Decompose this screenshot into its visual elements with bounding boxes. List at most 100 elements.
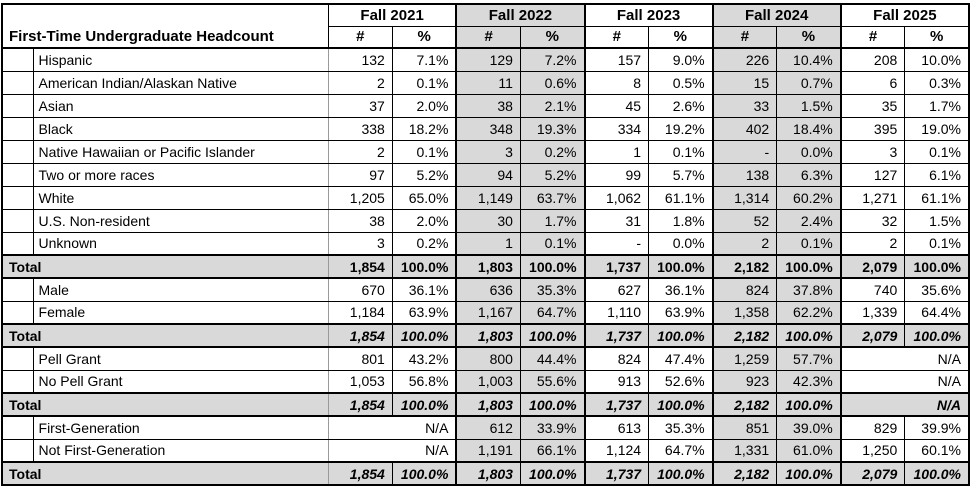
table-cell: 100.0% [648,392,714,417]
table-cell: 11 [455,70,521,95]
table-cell: 55.6% [519,369,586,394]
table-row: Total 1,854 100.0% 1,803 100.0% 1,737 100.0% 2,… [1,461,970,486]
indent-cell [1,369,34,394]
indent-cell [1,162,34,187]
table-cell: 2.4% [776,208,842,233]
table-cell: 35 [839,93,906,118]
table-cell: 100.0% [391,254,457,279]
table-cell: 6.3% [776,162,842,187]
table-cell: 64.7% [519,300,586,325]
row-label: Pell Grant [32,346,329,371]
row-label-total: Total [1,323,329,348]
indent-cell [1,116,34,141]
table-cell: 63.9% [391,300,457,325]
table-row: American Indian/Alaskan Native 2 0.1% 11 0.6… [1,70,970,95]
table-cell: 37 [327,93,393,118]
table-cell: 2.1% [519,93,586,118]
table-cell: 100.0% [391,392,457,417]
table-cell: 2,079 [839,461,906,486]
table-cell: 1,854 [327,392,393,417]
table-cell: 57.7% [776,346,842,371]
table-cell: 1,271 [839,185,906,210]
table-cell: 100.0% [904,254,970,279]
table-cell: N/A [839,392,970,417]
table-cell: 94 [455,162,521,187]
table-cell: 2 [839,231,906,256]
table-cell: 10.0% [904,47,970,72]
table-cell: 42.3% [776,369,842,394]
subheader-count-fall-2023: # [583,25,650,49]
table-cell: 9.0% [648,47,714,72]
table-cell: 1,184 [327,300,393,325]
subheader-percent-fall-2024: % [776,25,842,49]
table-cell: 0.1% [904,139,970,164]
table-cell: - [711,139,778,164]
table-cell: 18.2% [391,116,457,141]
table-cell: 740 [839,277,906,302]
row-label: Hispanic [32,47,329,72]
table-row: Asian 37 2.0% 38 2.1% 45 2.6% 33 1.5% 35 1.7% [1,93,970,118]
table-cell: 395 [839,116,906,141]
table-cell: 0.1% [648,139,714,164]
table-cell: 19.2% [648,116,714,141]
subheader-percent-fall-2022: % [519,25,586,49]
subheader-count-fall-2025: # [839,25,906,49]
table-cell: 36.1% [648,277,714,302]
indent-cell [1,300,34,325]
table-cell: 100.0% [391,461,457,486]
table-cell: 1,358 [711,300,778,325]
indent-cell [1,47,34,72]
row-label: First-Generation [32,415,329,440]
sub-header-row: # % # % # % # % # % [2,25,970,49]
table-cell: 60.1% [904,438,970,463]
row-label-total: Total [1,254,329,279]
table-cell: 52.6% [648,369,714,394]
table-cell: 31 [583,208,650,233]
table-cell: 35.6% [904,277,970,302]
table-cell: 30 [455,208,521,233]
indent-cell [1,346,34,371]
row-label: White [32,185,329,210]
col-header-fall-2023: Fall 2023 [583,3,714,27]
table-cell: 208 [839,47,906,72]
table-cell: 1.8% [648,208,714,233]
table-cell: 1,062 [583,185,650,210]
indent-cell [1,438,34,463]
table-cell: 1,110 [583,300,650,325]
table-cell: 0.1% [391,70,457,95]
table-cell: 1,167 [455,300,521,325]
table-cell: 824 [711,277,778,302]
table-cell: 0.1% [519,231,586,256]
table-cell: 0.3% [904,70,970,95]
table-cell: 65.0% [391,185,457,210]
table-cell: 402 [711,116,778,141]
table-cell: 913 [583,369,650,394]
table-cell: 1,259 [711,346,778,371]
table-cell: 1,854 [327,461,393,486]
table-cell: 100.0% [904,461,970,486]
indent-cell [1,185,34,210]
table-cell: 1,191 [455,438,521,463]
table-cell: 1,149 [455,185,521,210]
table-cell: 37.8% [776,277,842,302]
table-cell: 100.0% [391,323,457,348]
table-cell: 43.2% [391,346,457,371]
table-cell: 1,339 [839,300,906,325]
table-cell: 39.9% [904,415,970,440]
table-cell: N/A [839,346,970,371]
table-cell: 2 [327,70,393,95]
table-cell: 100.0% [519,254,586,279]
table-cell: 1.5% [776,93,842,118]
table-cell: 2.0% [391,208,457,233]
table-cell: 3 [839,139,906,164]
table-cell: 1,803 [455,392,521,417]
table-cell: 32 [839,208,906,233]
table-cell: 348 [455,116,521,141]
table-cell: 2,182 [711,392,778,417]
table-cell: 1 [455,231,521,256]
table-cell: 2,079 [839,254,906,279]
table-cell: 19.0% [904,116,970,141]
col-header-fall-2021: Fall 2021 [327,3,457,27]
table-cell: 923 [711,369,778,394]
